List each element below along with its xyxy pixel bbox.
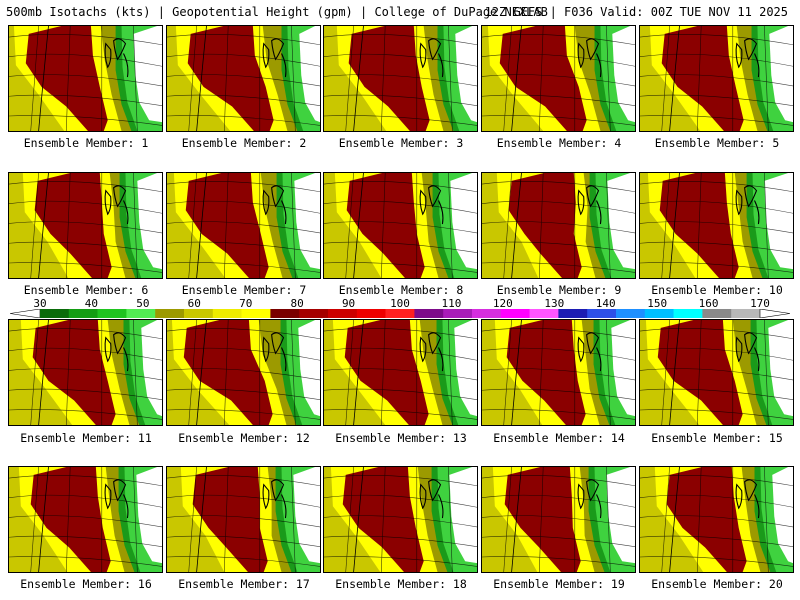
member-caption: Ensemble Member: 10 xyxy=(651,283,783,297)
colorbar-tick-label: 140 xyxy=(595,297,616,310)
colorbar-swatch xyxy=(616,309,646,318)
colorbar-swatch xyxy=(644,309,674,318)
map-panel-member-20 xyxy=(639,466,794,573)
colorbar-tick-label: 160 xyxy=(698,297,719,310)
chart-title: 500mb Isotachs (kts) | Geopotential Heig… xyxy=(6,5,548,19)
colorbar-swatch xyxy=(472,309,502,318)
map-panel-member-11 xyxy=(8,319,163,426)
colorbar-swatch xyxy=(241,309,271,318)
run-info: 12Z GEFS | F036 Valid: 00Z TUE NOV 11 20… xyxy=(484,5,788,19)
colorbar-tick-label: 90 xyxy=(341,297,356,310)
colorbar-swatch xyxy=(155,309,185,318)
colorbar-swatch xyxy=(443,309,473,318)
map-panel-member-19 xyxy=(481,466,636,573)
colorbar-swatch xyxy=(414,309,444,318)
map-panel-member-16 xyxy=(8,466,163,573)
colorbar-tick-label: 70 xyxy=(239,297,253,310)
member-caption: Ensemble Member: 11 xyxy=(20,431,152,445)
member-caption: Ensemble Member: 1 xyxy=(23,136,149,150)
colorbar-swatch xyxy=(500,309,530,318)
member-caption: Ensemble Member: 5 xyxy=(654,136,780,150)
colorbar-right-arrow xyxy=(759,309,790,318)
map-panel-member-1 xyxy=(8,25,163,132)
map-panel-member-5 xyxy=(639,25,794,132)
colorbar-tick-label: 150 xyxy=(647,297,668,310)
member-caption: Ensemble Member: 12 xyxy=(178,431,310,445)
member-caption: Ensemble Member: 9 xyxy=(496,283,622,297)
map-panel-member-17 xyxy=(166,466,321,573)
colorbar-swatch xyxy=(558,309,588,318)
colorbar-tick-label: 50 xyxy=(136,297,150,310)
colorbar-swatch xyxy=(702,309,732,318)
colorbar-swatch xyxy=(299,309,329,318)
colorbar-tick-label: 30 xyxy=(33,297,47,310)
colorbar-tick-label: 130 xyxy=(544,297,565,310)
colorbar-tick-label: 40 xyxy=(84,297,99,310)
map-panel-member-3 xyxy=(323,25,478,132)
colorbar-swatch xyxy=(529,309,559,318)
member-caption: Ensemble Member: 14 xyxy=(493,431,625,445)
colorbar-left-arrow xyxy=(10,309,41,318)
map-panel-member-14 xyxy=(481,319,636,426)
colorbar-swatch xyxy=(126,309,156,318)
colorbar-tick-label: 120 xyxy=(492,297,513,310)
colorbar-swatch xyxy=(184,309,214,318)
member-caption: Ensemble Member: 4 xyxy=(496,136,622,150)
colorbar-swatch xyxy=(673,309,703,318)
member-caption: Ensemble Member: 19 xyxy=(493,577,625,591)
colorbar-labels: 30 40 50 60 70 80 90 100 110 120 130 140 150 160 170 xyxy=(0,297,800,310)
colorbar-tick-label: 60 xyxy=(187,297,201,310)
member-caption: Ensemble Member: 15 xyxy=(651,431,783,445)
member-caption: Ensemble Member: 18 xyxy=(335,577,467,591)
map-panel-member-18 xyxy=(323,466,478,573)
member-caption: Ensemble Member: 8 xyxy=(338,283,464,297)
colorbar-swatch xyxy=(356,309,386,318)
member-caption: Ensemble Member: 6 xyxy=(23,283,149,297)
colorbar-tick-label: 100 xyxy=(390,297,410,310)
map-panel-member-4 xyxy=(481,25,636,132)
colorbar-tick-label: 170 xyxy=(750,297,770,310)
map-panel-member-15 xyxy=(639,319,794,426)
member-caption: Ensemble Member: 7 xyxy=(181,283,307,297)
map-panel-member-13 xyxy=(323,319,478,426)
colorbar-swatch xyxy=(587,309,617,318)
colorbar-swatch xyxy=(212,309,242,318)
member-caption: Ensemble Member: 3 xyxy=(338,136,464,150)
colorbar-swatch xyxy=(731,309,761,318)
member-caption: Ensemble Member: 2 xyxy=(181,136,307,150)
colorbar xyxy=(10,309,790,318)
colorbar-tick-label: 110 xyxy=(441,297,462,310)
colorbar-swatch xyxy=(40,309,70,318)
member-caption: Ensemble Member: 13 xyxy=(335,431,467,445)
map-panel-member-8 xyxy=(323,172,478,279)
colorbar-swatch xyxy=(328,309,358,318)
colorbar-swatch xyxy=(385,309,415,318)
colorbar-swatch xyxy=(270,309,300,318)
member-caption: Ensemble Member: 20 xyxy=(651,577,783,591)
member-caption: Ensemble Member: 16 xyxy=(20,577,152,591)
map-panel-member-2 xyxy=(166,25,321,132)
colorbar-swatch xyxy=(97,309,127,318)
colorbar-tick-label: 80 xyxy=(290,297,304,310)
colorbar-swatch xyxy=(68,309,98,318)
map-panel-member-6 xyxy=(8,172,163,279)
map-panel-member-9 xyxy=(481,172,636,279)
map-panel-member-12 xyxy=(166,319,321,426)
member-caption: Ensemble Member: 17 xyxy=(178,577,310,591)
map-panel-member-7 xyxy=(166,172,321,279)
map-panel-member-10 xyxy=(639,172,794,279)
